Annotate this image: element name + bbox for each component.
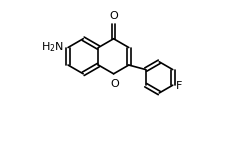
Text: O: O <box>109 11 118 21</box>
Text: F: F <box>176 81 182 91</box>
Text: O: O <box>110 79 119 88</box>
Text: H$_2$N: H$_2$N <box>41 40 64 54</box>
